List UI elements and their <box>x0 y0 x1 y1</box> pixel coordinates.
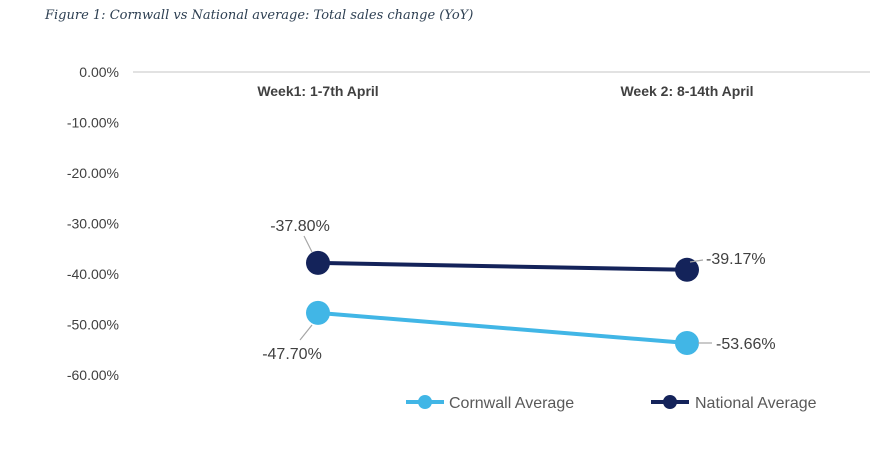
data-label-leader <box>303 235 313 253</box>
y-tick-label: -20.00% <box>67 165 119 181</box>
data-label-leader <box>299 324 313 341</box>
series-1-point-0 <box>306 250 330 275</box>
series-line-0 <box>316 310 689 345</box>
y-tick-label: 0.00% <box>79 64 119 80</box>
legend-swatch-marker <box>418 395 432 409</box>
chart-title: Figure 1: Cornwall vs National average: … <box>45 8 474 23</box>
series-layer <box>306 250 699 355</box>
series-1-point-1 <box>675 257 699 282</box>
y-tick-label: -50.00% <box>67 317 119 333</box>
data-label: -39.17% <box>706 251 766 268</box>
series-0-point-1 <box>675 330 699 355</box>
y-tick-label: -60.00% <box>67 367 119 383</box>
data-label-layer: -47.70% -53.66% -37.80% -39.17% <box>262 218 775 363</box>
data-label: -47.70% <box>262 346 322 363</box>
legend-swatch-marker <box>663 395 677 409</box>
data-label-leader <box>689 259 704 263</box>
series-line-1 <box>316 260 689 272</box>
y-tick-label: -30.00% <box>67 216 119 232</box>
data-label: -37.80% <box>270 218 330 235</box>
legend: Cornwall Average National Average <box>406 395 817 412</box>
y-tick-label: -40.00% <box>67 266 119 282</box>
data-label: -53.66% <box>716 336 776 353</box>
x-category-label: Week1: 1-7th April <box>257 83 378 99</box>
x-category-label: Week 2: 8-14th April <box>620 83 753 99</box>
axis-layer: 0.00% -10.00% -20.00% -30.00% -40.00% -50.00%… <box>67 64 870 383</box>
legend-label: National Average <box>695 395 817 412</box>
series-0-point-0 <box>306 300 330 325</box>
y-tick-label: -10.00% <box>67 115 119 131</box>
legend-label: Cornwall Average <box>449 395 574 412</box>
